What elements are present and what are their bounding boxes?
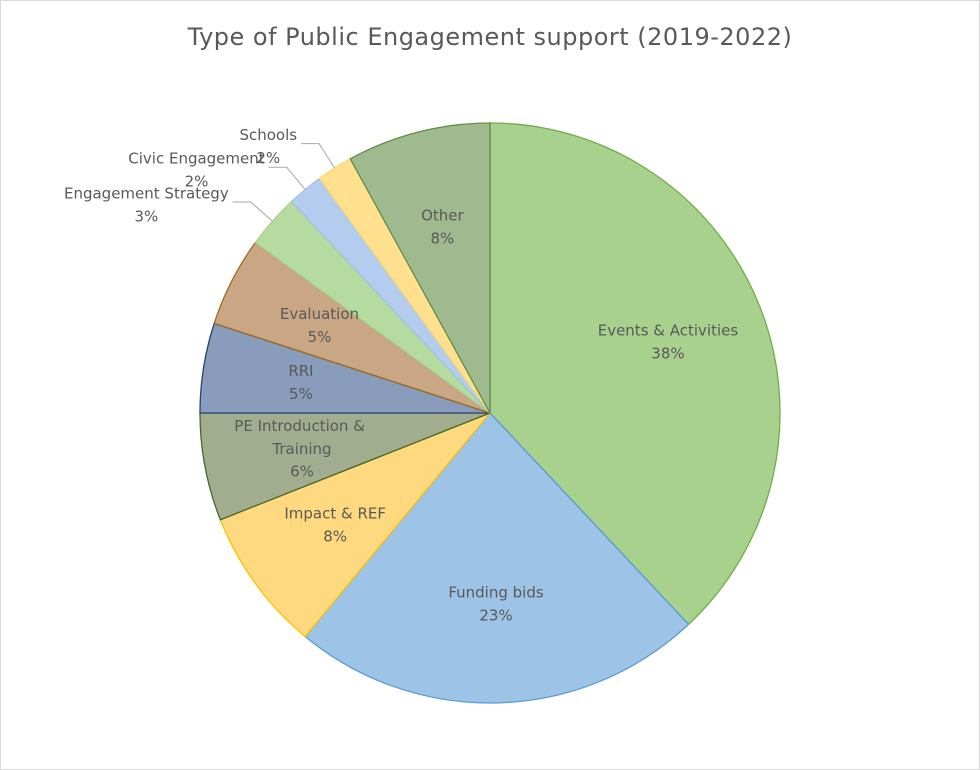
leader-line — [301, 143, 336, 169]
value-label: 8% — [323, 528, 347, 546]
slice-label: Funding bids — [448, 583, 544, 601]
slice-label: Schools — [239, 126, 297, 144]
value-label: 8% — [431, 230, 455, 248]
slice-label: Civic Engagement — [128, 150, 264, 168]
slice-label: Impact & REF — [284, 505, 386, 523]
pie-slice — [349, 122, 491, 414]
value-label: 2% — [185, 173, 209, 191]
leader-line — [232, 201, 273, 222]
slice-label: Engagement Strategy — [64, 185, 229, 203]
value-label: 2% — [256, 149, 280, 167]
slice-label: Other — [421, 207, 464, 225]
pie-slice — [304, 412, 690, 704]
slice-label: Events & Activities — [598, 322, 739, 340]
slice-label: RRI — [288, 362, 313, 380]
leader-line — [268, 166, 306, 190]
value-label: 3% — [134, 208, 158, 226]
pie-slice — [219, 412, 491, 638]
slice-label: Evaluation — [280, 305, 359, 323]
value-label: 23% — [479, 606, 512, 624]
value-label: 5% — [308, 328, 332, 346]
value-label: 5% — [289, 385, 313, 403]
slice-label: PE Introduction & Training — [234, 416, 369, 457]
pie-slice — [489, 122, 781, 626]
value-label: 38% — [651, 345, 684, 363]
chart-title: Type of Public Engagement support (2019-… — [187, 23, 793, 51]
value-label: 6% — [290, 462, 314, 480]
